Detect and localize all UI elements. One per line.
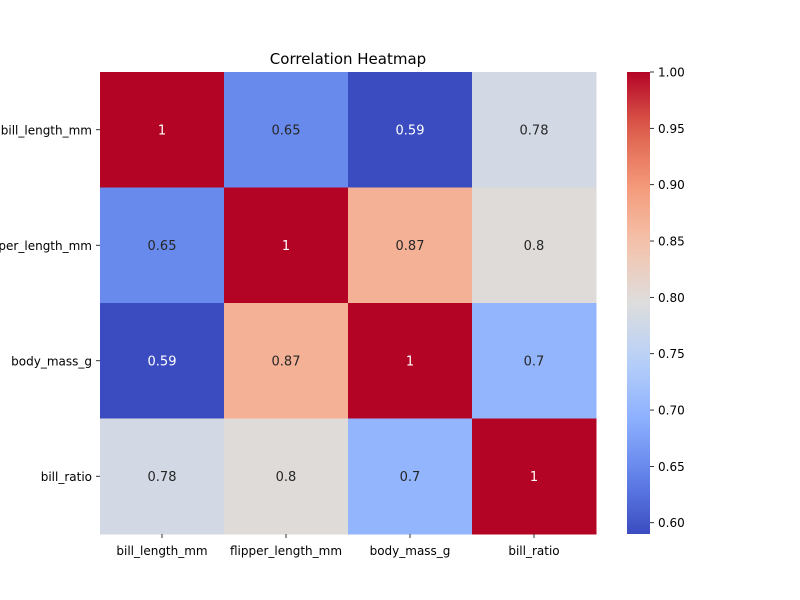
colorbar-tick-label: 0.75 <box>658 347 685 361</box>
heatmap-cell <box>348 187 473 304</box>
x-tick-label: body_mass_g <box>370 544 451 558</box>
heatmap-cell <box>348 418 473 535</box>
heatmap-cell <box>224 418 349 535</box>
y-tick-label: flipper_length_mm <box>0 239 92 253</box>
colorbar-tick-label: 0.70 <box>658 404 685 418</box>
cell-value-label: 0.7 <box>400 470 421 485</box>
heatmap-cell <box>100 72 225 188</box>
colorbar-tick-label: 0.85 <box>658 235 685 249</box>
cell-value-label: 1 <box>530 470 538 485</box>
chart-title: Correlation Heatmap <box>270 50 426 68</box>
heatmap-cells <box>100 72 597 535</box>
x-tick-label: bill_length_mm <box>116 544 207 558</box>
colorbar-tick-label: 0.95 <box>658 122 685 136</box>
heatmap-cell <box>100 418 225 535</box>
cell-value-label: 0.87 <box>396 239 425 254</box>
cell-value-label: 1 <box>158 123 166 138</box>
y-tick-label: bill_length_mm <box>1 123 92 137</box>
cell-value-label: 0.78 <box>520 123 549 138</box>
colorbar-tick-label: 0.60 <box>658 516 685 530</box>
heatmap-cell <box>348 303 473 419</box>
colorbar-tick-label: 1.00 <box>658 66 685 80</box>
cell-value-label: 0.65 <box>148 239 177 254</box>
cell-value-label: 0.8 <box>276 470 297 485</box>
cell-value-label: 0.87 <box>272 354 301 369</box>
heatmap-cell <box>224 303 349 419</box>
colorbar: 0.60 0.65 0.70 0.75 0.80 0.85 0.90 0.95 1.00 <box>627 66 685 534</box>
heatmap-cell <box>472 303 597 419</box>
cell-value-label: 1 <box>282 239 290 254</box>
y-axis: bill_length_mm flipper_length_mm body_mass… <box>0 123 100 484</box>
x-tick-label: bill_ratio <box>508 544 559 558</box>
colorbar-tick-label: 0.80 <box>658 291 685 305</box>
heatmap-cell <box>472 187 597 304</box>
cell-value-label: 1 <box>406 354 414 369</box>
colorbar-gradient <box>627 72 650 534</box>
cell-value-label: 0.59 <box>396 123 425 138</box>
heatmap-cell <box>224 187 349 304</box>
x-tick-label: flipper_length_mm <box>230 544 342 558</box>
heatmap-cell <box>472 72 597 188</box>
heatmap-cell <box>100 187 225 304</box>
cell-value-label: 0.59 <box>148 354 177 369</box>
cell-value-label: 0.65 <box>272 123 301 138</box>
y-tick-label: body_mass_g <box>11 354 92 368</box>
heatmap-cell <box>348 72 473 188</box>
heatmap-cell <box>224 72 349 188</box>
heatmap-cell <box>472 418 597 535</box>
cell-value-label: 0.7 <box>524 354 545 369</box>
cell-value-label: 0.8 <box>524 239 545 254</box>
x-axis: bill_length_mm flipper_length_mm body_mass… <box>116 534 560 558</box>
y-tick-label: bill_ratio <box>41 470 92 484</box>
colorbar-tick-label: 0.90 <box>658 178 685 192</box>
colorbar-tick-label: 0.65 <box>658 460 685 474</box>
heatmap-cell-labels: 1 0.65 0.59 0.78 0.65 1 0.87 0.8 0.59 0.87 1 0.7 0.7… <box>148 123 549 485</box>
cell-value-label: 0.78 <box>148 470 177 485</box>
heatmap-cell <box>100 303 225 419</box>
